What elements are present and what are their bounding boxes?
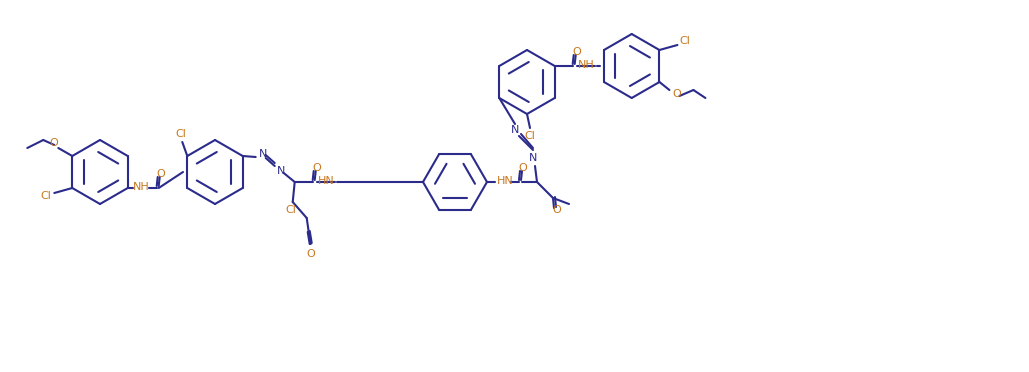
Text: Cl: Cl <box>679 36 689 46</box>
Text: O: O <box>49 138 58 148</box>
Text: N: N <box>277 166 285 176</box>
Text: HN: HN <box>497 176 513 186</box>
Text: O: O <box>553 205 562 215</box>
Text: O: O <box>572 47 581 57</box>
Text: O: O <box>672 89 681 99</box>
Text: Cl: Cl <box>285 205 296 215</box>
Text: Cl: Cl <box>41 191 51 201</box>
Text: N: N <box>529 153 537 163</box>
Text: HN: HN <box>318 176 335 186</box>
Text: O: O <box>313 163 321 173</box>
Text: Cl: Cl <box>525 131 535 141</box>
Text: Cl: Cl <box>176 129 186 139</box>
Text: NH: NH <box>578 60 595 70</box>
Text: NH: NH <box>134 182 150 192</box>
Text: N: N <box>258 149 267 159</box>
Text: O: O <box>519 163 528 173</box>
Text: N: N <box>510 125 520 135</box>
Text: O: O <box>307 249 315 259</box>
Text: O: O <box>156 169 165 179</box>
